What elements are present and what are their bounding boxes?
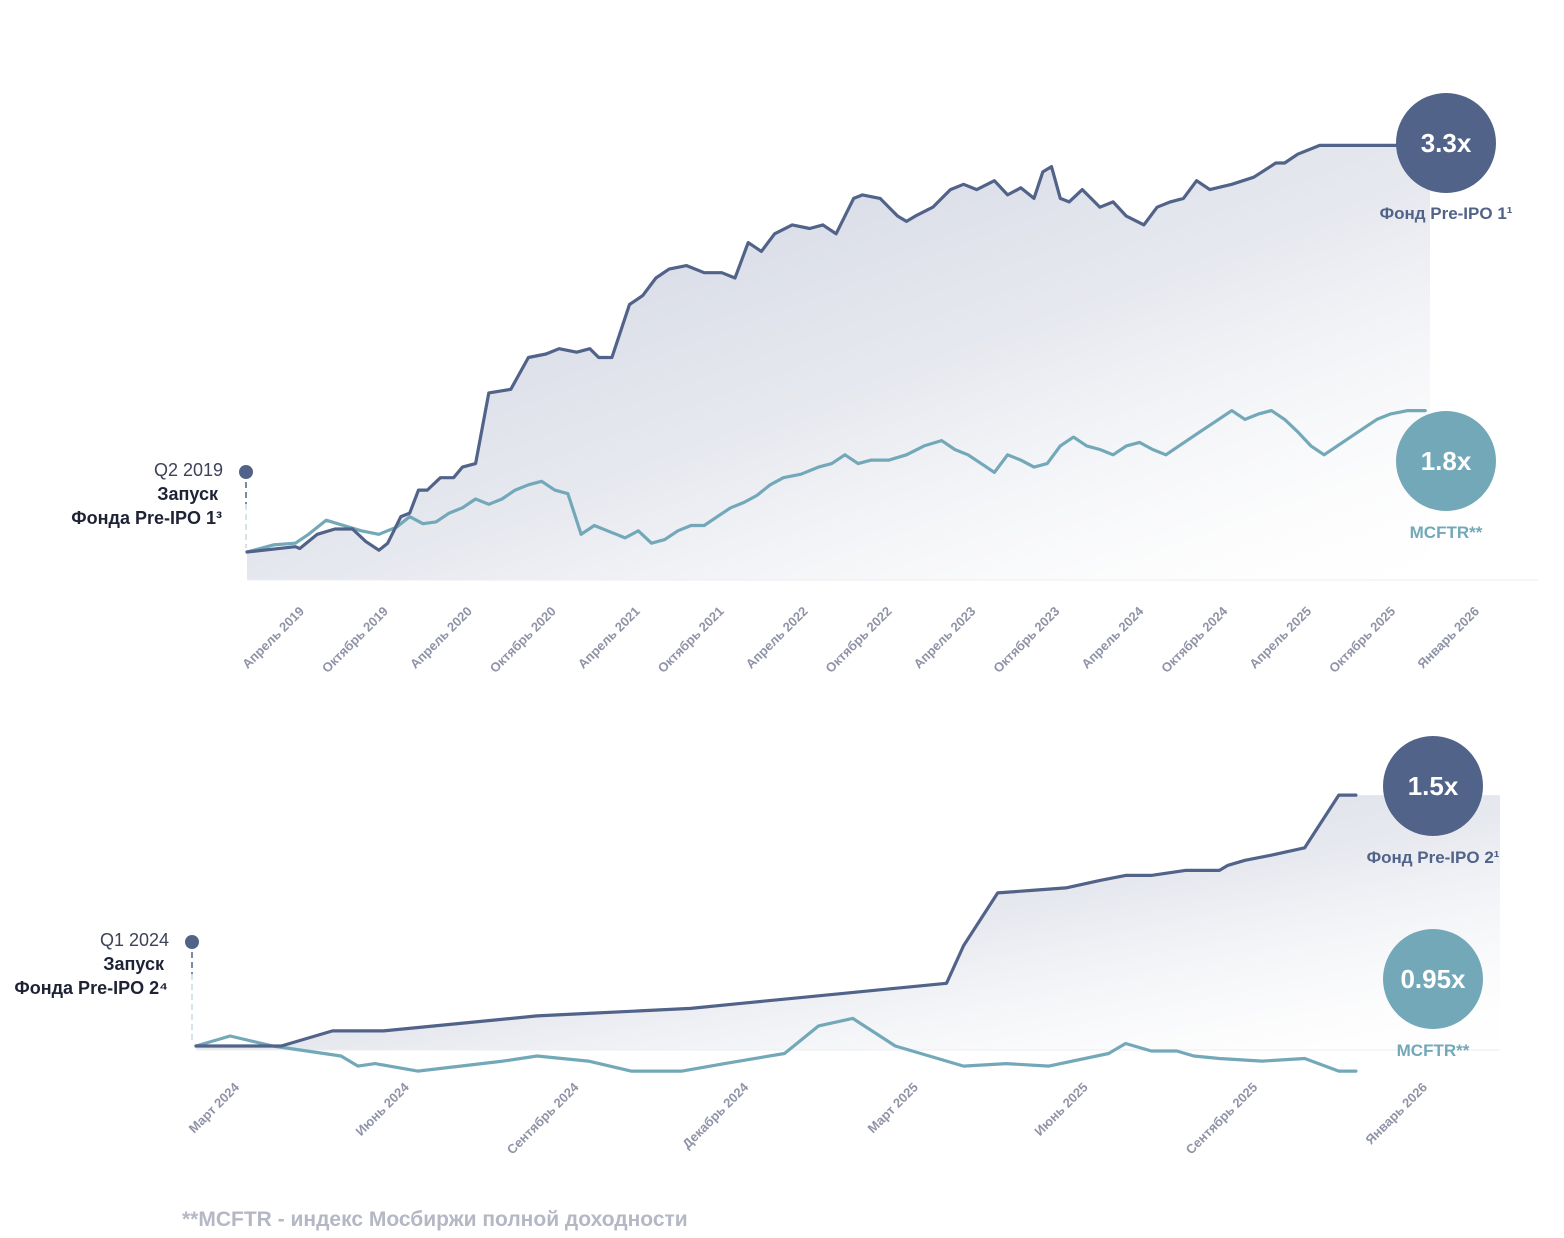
x-tick-label: Апрель 2019: [239, 604, 307, 672]
x-tick-label: Октябрь 2019: [319, 604, 391, 676]
fund-area: [247, 145, 1430, 580]
x-tick-label: Апрель 2020: [407, 604, 475, 672]
x-tick-label: Октябрь 2023: [990, 604, 1062, 676]
footnote: **MCFTR - индекс Мосбиржи полной доходно…: [182, 1208, 688, 1231]
x-tick-label: Октябрь 2025: [1326, 604, 1398, 676]
fund-multiple-value: 3.3x: [1421, 128, 1472, 158]
mcftr-line: [194, 1016, 1358, 1073]
index-multiple-value: 0.95x: [1400, 964, 1466, 994]
x-tick-label: Март 2024: [186, 1079, 243, 1136]
x-tick-label: Октябрь 2024: [1158, 603, 1231, 676]
x-tick-label: Декабрь 2024: [679, 1079, 752, 1152]
fund1-vs-mcftr-chart: Апрель 2019 Октябрь 2019 Апрель 2020 Октябр…: [71, 93, 1538, 676]
launch-quarter: Q1 2024: [100, 930, 169, 950]
x-tick-label: Апрель 2024: [1078, 603, 1147, 672]
fund-line: [194, 793, 1358, 1048]
x-tick-label: Январь 2026: [1414, 604, 1482, 672]
index-multiple-value: 1.8x: [1421, 446, 1472, 476]
x-tick-label: Октябрь 2021: [655, 604, 727, 676]
x-tick-label: Апрель 2022: [743, 604, 811, 672]
x-tick-label: Июнь 2024: [353, 1079, 413, 1139]
x-tick-label: Апрель 2023: [911, 604, 979, 672]
fund-multiple-value: 1.5x: [1408, 771, 1459, 801]
fund-line: [245, 143, 1427, 554]
launch-quarter: Q2 2019: [154, 460, 223, 480]
x-tick-label: Январь 2026: [1362, 1080, 1430, 1148]
x-tick-label: Апрель 2021: [575, 604, 643, 672]
launch-title: Запуск: [157, 484, 219, 504]
index-multiple-badge: [1396, 411, 1496, 511]
index-series-label: MCFTR**: [1410, 523, 1483, 542]
x-tick-label: Октябрь 2020: [487, 604, 559, 676]
launch-title: Запуск: [103, 954, 165, 974]
fund-series-label: Фонд Pre-IPO 2¹: [1367, 848, 1500, 867]
x-tick-label: Июнь 2025: [1031, 1080, 1090, 1139]
index-series-label: MCFTR**: [1397, 1041, 1470, 1060]
fund-series-label: Фонд Pre-IPO 1¹: [1380, 204, 1513, 223]
fund-area: [196, 795, 1500, 1050]
launch-marker-dot: [239, 465, 253, 479]
launch-fund-name: Фонда Pre-IPO 2⁴: [14, 978, 168, 998]
x-tick-label: Октябрь 2022: [822, 604, 894, 676]
x-tick-label: Апрель 2025: [1246, 604, 1314, 672]
index-multiple-badge: [1383, 929, 1483, 1029]
x-tick-label: Сентябрь 2024: [504, 1079, 582, 1157]
fund2-vs-mcftr-chart: Март 2024 Июнь 2024 Сентябрь 2024 Декабрь 2…: [14, 736, 1500, 1157]
x-tick-label: Март 2025: [864, 1080, 920, 1136]
fund-multiple-badge: [1383, 736, 1483, 836]
x-tick-label: Сентябрь 2025: [1183, 1080, 1261, 1158]
mcftr-line: [245, 409, 1427, 554]
launch-marker-dot: [185, 935, 199, 949]
launch-fund-name: Фонда Pre-IPO 1³: [71, 508, 222, 528]
fund-multiple-badge: [1396, 93, 1496, 193]
